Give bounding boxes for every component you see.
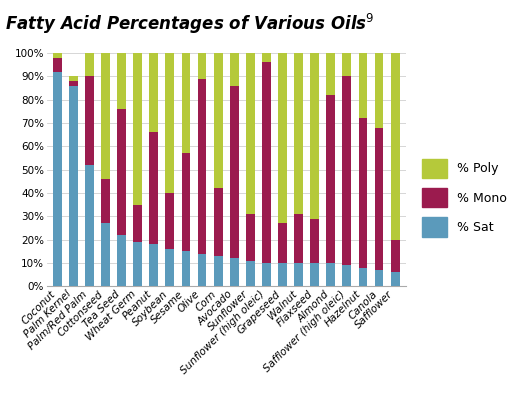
Bar (374, 53, 383, 128)
Bar (149, 244, 158, 286)
Bar (101, 53, 110, 179)
Bar (117, 235, 126, 286)
Bar (310, 263, 319, 286)
Bar (327, 263, 335, 286)
Bar (391, 240, 399, 272)
Bar (327, 95, 335, 263)
Text: Fatty Acid Percentages of Various Oils$^{9}$: Fatty Acid Percentages of Various Oils$^… (5, 12, 374, 36)
Bar (262, 263, 271, 286)
Bar (198, 254, 206, 286)
Bar (246, 214, 255, 261)
Bar (53, 72, 62, 286)
Bar (262, 63, 271, 263)
Bar (165, 249, 174, 286)
Bar (53, 53, 62, 58)
Bar (358, 53, 368, 119)
Bar (246, 261, 255, 286)
Bar (278, 53, 287, 223)
Bar (85, 53, 94, 76)
Bar (230, 86, 239, 258)
Bar (374, 270, 383, 286)
Bar (133, 53, 142, 205)
Bar (85, 165, 94, 286)
Bar (294, 214, 303, 263)
Bar (214, 53, 223, 189)
Bar (117, 53, 126, 109)
Bar (69, 81, 78, 86)
Bar (294, 53, 303, 214)
Bar (133, 205, 142, 242)
Bar (310, 53, 319, 219)
Bar (310, 219, 319, 263)
Bar (214, 189, 223, 256)
Bar (230, 53, 239, 86)
Bar (181, 251, 190, 286)
Bar (246, 53, 255, 214)
Bar (165, 53, 174, 193)
Bar (327, 53, 335, 95)
Bar (101, 223, 110, 286)
Bar (133, 242, 142, 286)
Bar (262, 53, 271, 63)
Bar (117, 109, 126, 235)
Bar (374, 128, 383, 270)
Bar (278, 223, 287, 263)
Legend: % Poly, % Mono, % Sat: % Poly, % Mono, % Sat (415, 153, 513, 243)
Bar (85, 76, 94, 165)
Bar (358, 267, 368, 286)
Bar (294, 263, 303, 286)
Bar (214, 256, 223, 286)
Bar (230, 258, 239, 286)
Bar (198, 79, 206, 254)
Bar (181, 153, 190, 251)
Bar (391, 272, 399, 286)
Bar (358, 119, 368, 267)
Bar (343, 265, 352, 286)
Bar (149, 133, 158, 244)
Bar (198, 53, 206, 79)
Bar (53, 58, 62, 72)
Bar (101, 179, 110, 223)
Bar (149, 53, 158, 133)
Bar (391, 53, 399, 240)
Bar (278, 263, 287, 286)
Bar (181, 53, 190, 153)
Bar (165, 193, 174, 249)
Bar (69, 86, 78, 286)
Bar (343, 76, 352, 265)
Bar (69, 76, 78, 81)
Bar (343, 53, 352, 76)
